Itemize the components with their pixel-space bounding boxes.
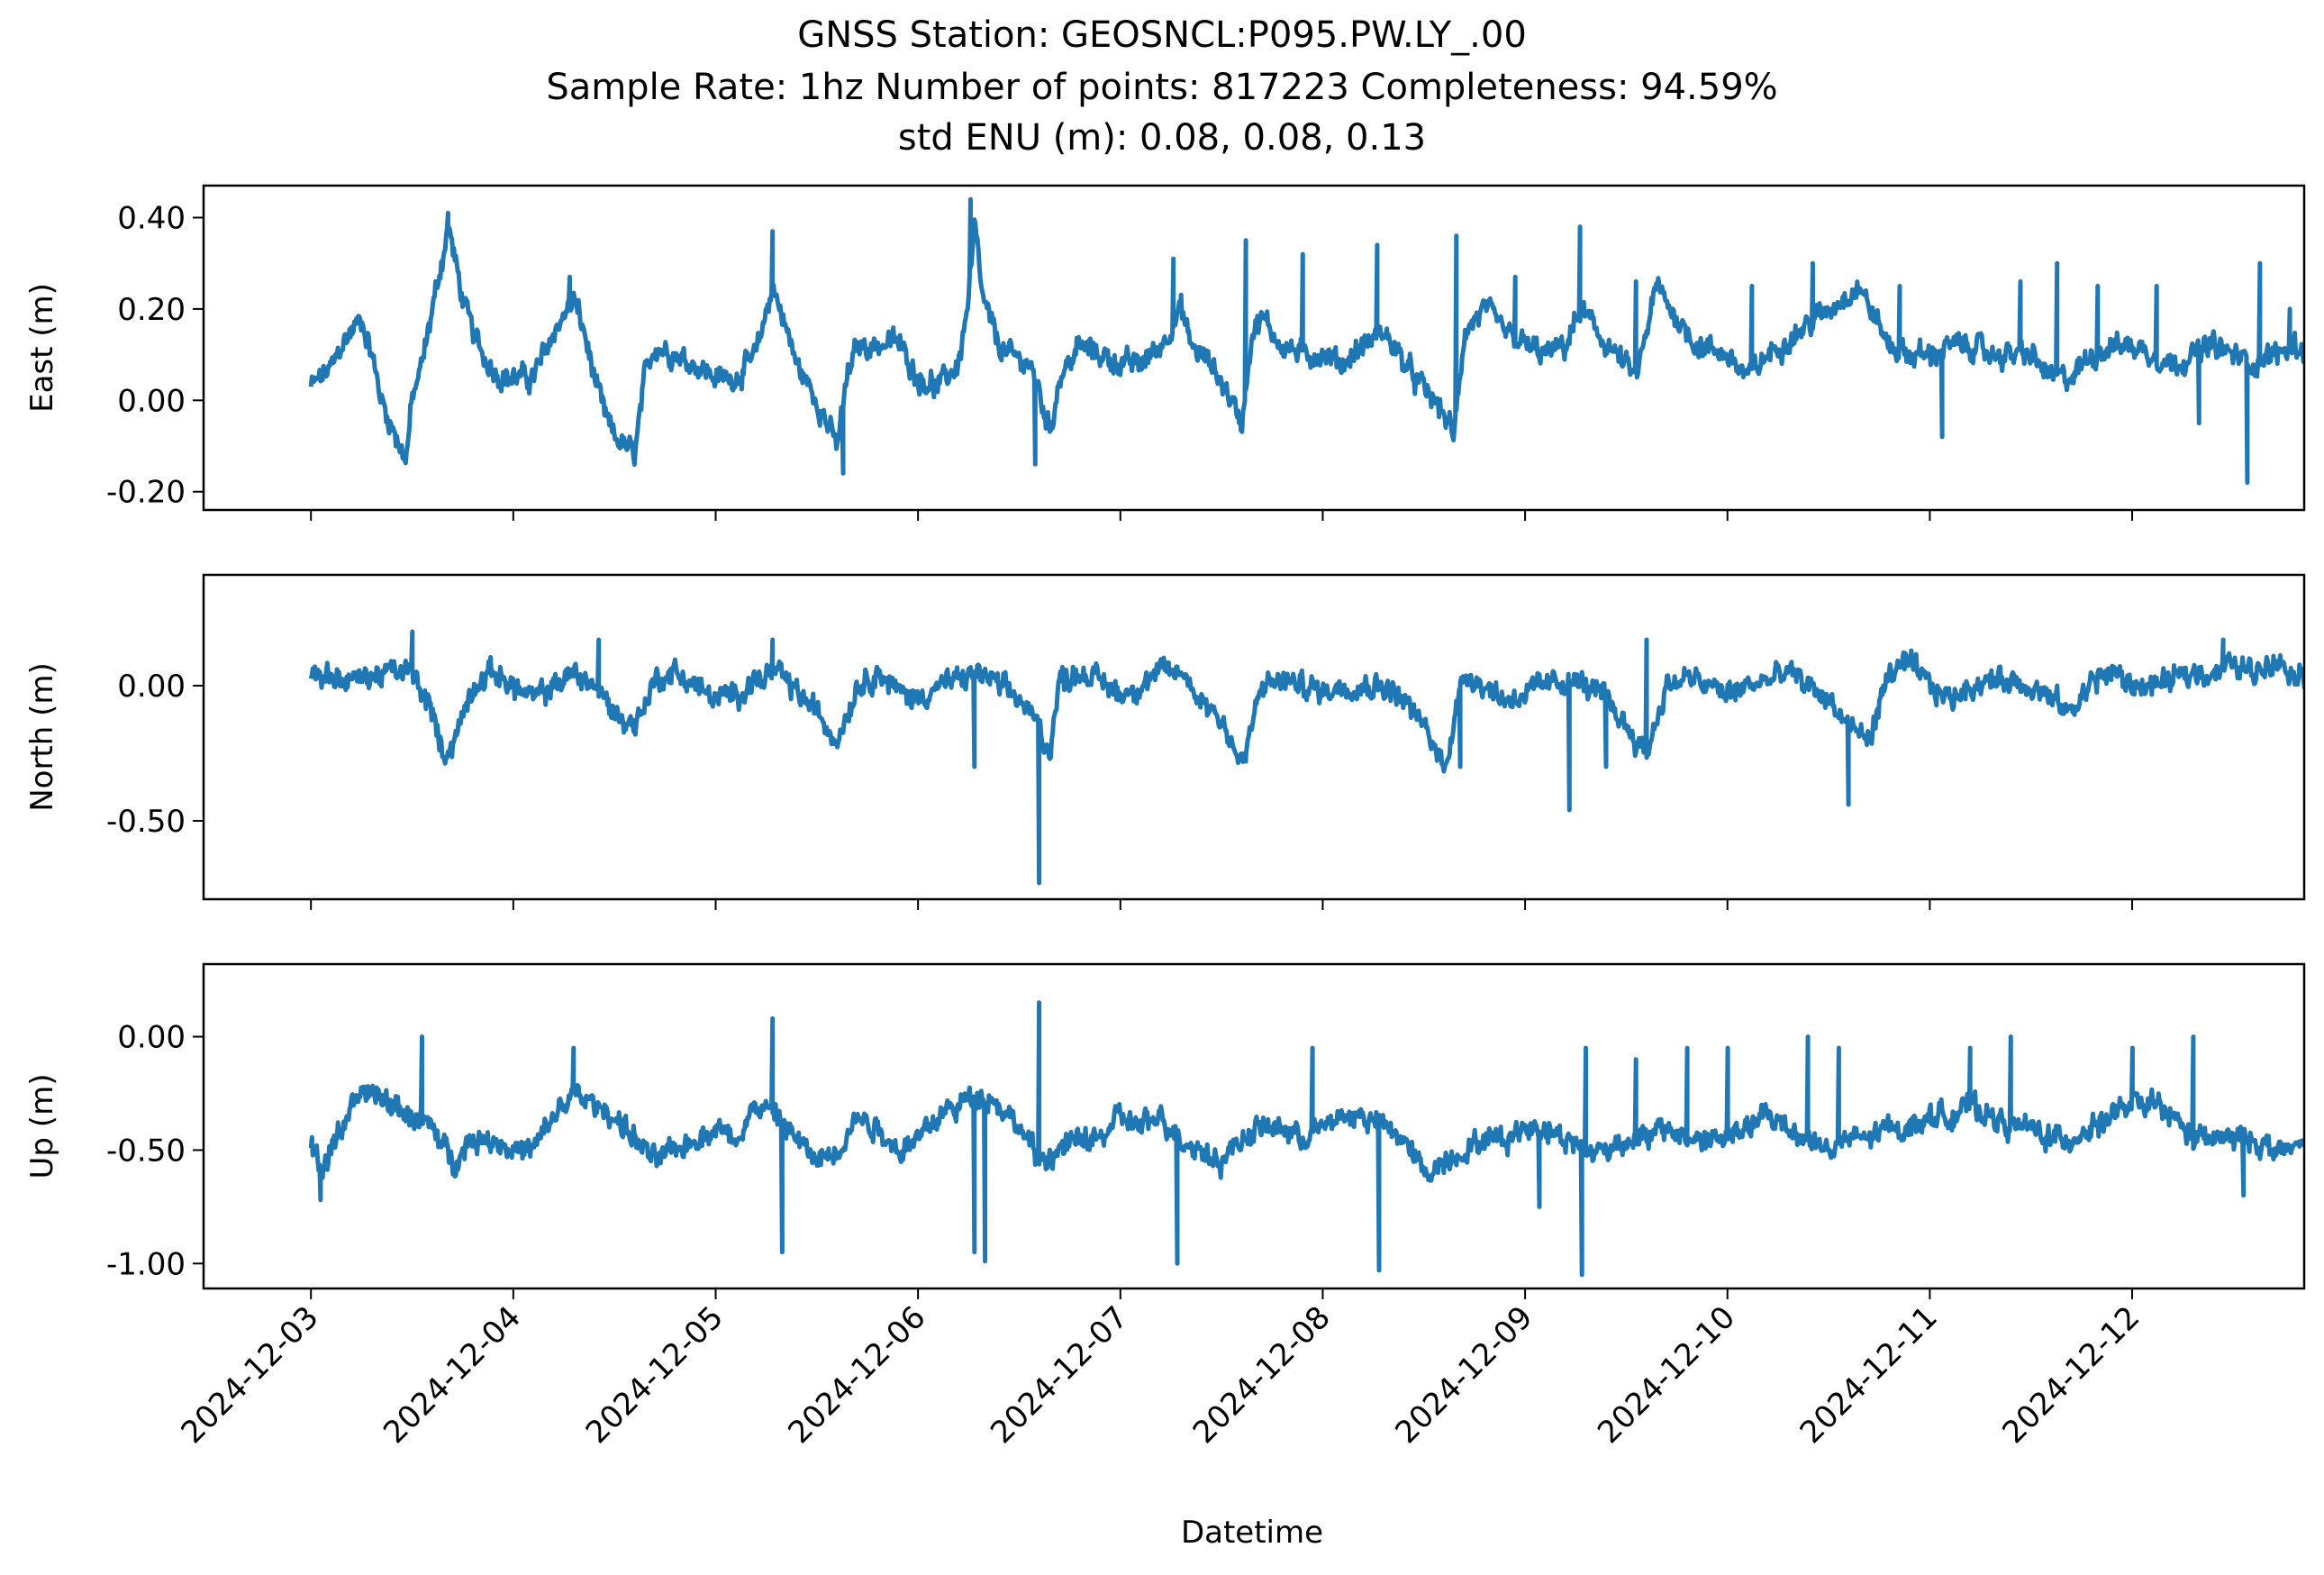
plot-frame — [202, 184, 2306, 512]
east-panel: -0.20 0.00 0.20 0.40 East (m) — [24, 184, 2306, 521]
y-tick-label: 0.00 — [117, 669, 186, 705]
chart-title-line-1: GNSS Station: GEOSNCL:P095.PW.LY_.00 — [797, 14, 1527, 56]
series-line — [308, 629, 2304, 886]
x-axis-label: Datetime — [1181, 1515, 1323, 1551]
plot-frame — [202, 573, 2306, 901]
y-tick-label: -0.20 — [106, 475, 186, 511]
series-line — [308, 196, 2304, 486]
y-axis-label: Up (m) — [24, 1074, 60, 1179]
y-axis-label: East (m) — [24, 283, 60, 413]
y-tick-label: -0.50 — [106, 804, 186, 840]
y-tick-label: -0.50 — [106, 1133, 186, 1169]
y-tick-label: 0.20 — [117, 292, 186, 328]
y-axis-label: North (m) — [24, 662, 60, 812]
y-tick-label: 0.40 — [117, 200, 186, 236]
plot-frame — [202, 962, 2306, 1290]
y-tick-label: -1.00 — [106, 1246, 186, 1282]
y-tick-label: 0.00 — [117, 383, 186, 419]
series-line — [308, 1000, 2304, 1278]
y-tick-label: 0.00 — [117, 1020, 186, 1056]
chart-title-line-2: Sample Rate: 1hz Number of points: 81722… — [546, 67, 1777, 108]
chart-title-line-3: std ENU (m): 0.08, 0.08, 0.13 — [898, 117, 1426, 159]
north-panel: -0.50 0.00 North (m) — [24, 573, 2306, 910]
